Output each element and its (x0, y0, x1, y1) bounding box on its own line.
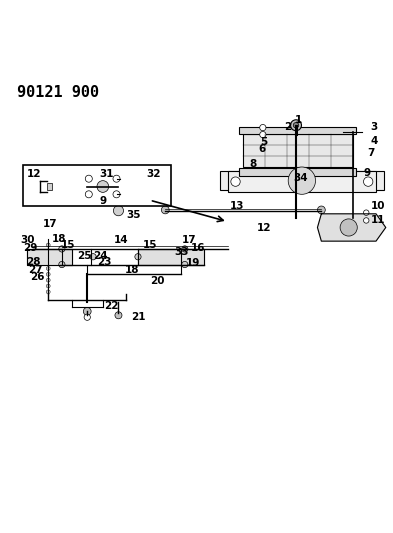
Circle shape (85, 191, 92, 198)
Circle shape (59, 261, 65, 268)
Text: 15: 15 (142, 240, 157, 250)
Text: 6: 6 (259, 144, 266, 155)
Text: 13: 13 (230, 201, 244, 211)
Text: 24: 24 (93, 251, 107, 261)
Text: 19: 19 (185, 259, 200, 269)
Polygon shape (138, 249, 204, 264)
Circle shape (46, 243, 50, 247)
Circle shape (83, 308, 91, 316)
Circle shape (46, 266, 50, 270)
Circle shape (290, 120, 301, 131)
Text: 12: 12 (256, 223, 271, 233)
Circle shape (46, 261, 50, 264)
Text: 7: 7 (367, 148, 375, 158)
Circle shape (115, 312, 122, 319)
Text: 20: 20 (150, 276, 165, 286)
Polygon shape (318, 214, 386, 241)
Text: 28: 28 (26, 257, 41, 267)
Circle shape (293, 123, 299, 128)
Text: 33: 33 (174, 247, 189, 257)
Circle shape (162, 206, 169, 214)
Text: 12: 12 (26, 169, 41, 179)
Text: 26: 26 (30, 272, 45, 282)
Text: 27: 27 (28, 264, 43, 274)
Circle shape (260, 125, 266, 131)
Circle shape (113, 175, 120, 182)
Text: 90121 900: 90121 900 (17, 85, 99, 100)
Text: 22: 22 (105, 301, 119, 311)
Text: 29: 29 (23, 243, 37, 253)
Circle shape (97, 181, 109, 192)
Circle shape (182, 261, 188, 268)
Text: 5: 5 (260, 136, 267, 147)
Text: 23: 23 (97, 257, 112, 267)
Text: 10: 10 (371, 201, 386, 212)
Text: 14: 14 (114, 236, 129, 245)
Text: 9: 9 (99, 196, 107, 206)
Text: 17: 17 (182, 235, 197, 245)
Circle shape (364, 217, 369, 223)
Circle shape (46, 278, 50, 282)
Circle shape (46, 249, 50, 253)
Bar (23, 165, 171, 206)
Text: 2: 2 (285, 122, 292, 132)
Circle shape (364, 177, 373, 187)
Circle shape (288, 167, 316, 195)
Circle shape (113, 191, 120, 198)
Polygon shape (27, 249, 72, 264)
Bar (239, 127, 356, 134)
Text: 34: 34 (294, 173, 308, 182)
Text: 32: 32 (146, 169, 161, 179)
Circle shape (114, 206, 123, 216)
Circle shape (46, 272, 50, 276)
Text: 16: 16 (191, 243, 206, 253)
Text: 35: 35 (126, 209, 141, 220)
Text: 4: 4 (370, 136, 378, 146)
Circle shape (231, 177, 240, 187)
Circle shape (318, 206, 325, 214)
Circle shape (340, 219, 357, 236)
Circle shape (135, 254, 141, 260)
Text: 15: 15 (61, 240, 76, 250)
Circle shape (59, 246, 65, 252)
Text: 31: 31 (99, 169, 114, 179)
Text: 1: 1 (294, 115, 301, 125)
Text: 18: 18 (125, 265, 140, 276)
Text: 17: 17 (42, 220, 57, 229)
Bar (239, 168, 356, 175)
Circle shape (260, 132, 266, 138)
Circle shape (364, 210, 369, 215)
Circle shape (46, 290, 50, 294)
Circle shape (46, 284, 50, 288)
Circle shape (90, 254, 96, 260)
Circle shape (85, 175, 92, 182)
FancyBboxPatch shape (228, 171, 376, 192)
Text: 25: 25 (77, 251, 92, 261)
Text: 30: 30 (21, 235, 35, 245)
Bar (48, 183, 52, 190)
Text: 8: 8 (250, 159, 257, 169)
Bar (220, 171, 384, 190)
Text: 3: 3 (371, 122, 378, 132)
Text: 11: 11 (371, 215, 386, 225)
Circle shape (182, 246, 188, 252)
Circle shape (46, 255, 50, 259)
Text: 18: 18 (52, 234, 66, 244)
Text: 9: 9 (364, 168, 371, 178)
Text: 21: 21 (132, 312, 146, 322)
Bar (243, 134, 353, 167)
Circle shape (84, 314, 90, 320)
